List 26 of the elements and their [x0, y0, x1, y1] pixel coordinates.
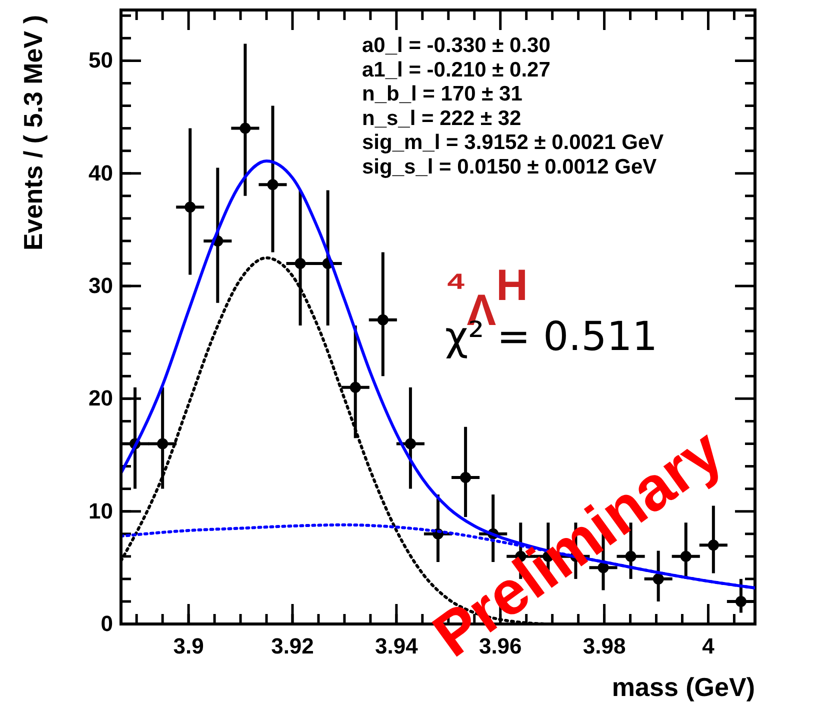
annotation: sig_s_l = 0.0150 ± 0.0012 GeV — [362, 156, 657, 178]
annotation: n_b_l = 170 ± 31 — [362, 82, 523, 106]
y-tick-label: 20 — [88, 386, 113, 411]
y-tick-label: 50 — [88, 48, 113, 73]
x-axis-title: mass (GeV) — [612, 672, 755, 702]
point — [184, 202, 196, 213]
point — [157, 438, 168, 450]
point — [350, 382, 361, 393]
point — [735, 596, 746, 607]
y-axis-title: Events / ( 5.3 MeV ) — [18, 15, 48, 251]
y-tick-label: 10 — [88, 498, 113, 524]
x-tick-label: 3.92 — [271, 634, 314, 659]
point — [240, 122, 251, 134]
annotation: sig_m_l = 3.9152 ± 0.0021 GeV — [362, 131, 664, 154]
y-tick-label: 40 — [88, 160, 113, 186]
annotation: a1_l = -0.210 ± 0.27 — [362, 58, 550, 82]
point — [294, 258, 306, 269]
annotation: a0_l = -0.330 ± 0.30 — [362, 34, 550, 57]
annotation: n_s_l = 222 ± 32 — [362, 106, 522, 130]
point — [377, 314, 388, 326]
y-tick-label: 0 — [100, 611, 113, 636]
y-tick-label: 30 — [88, 273, 113, 298]
x-tick-label: 3.94 — [375, 634, 419, 659]
x-tick-label: 3.9 — [173, 634, 204, 659]
point — [267, 179, 278, 190]
point — [404, 438, 416, 450]
